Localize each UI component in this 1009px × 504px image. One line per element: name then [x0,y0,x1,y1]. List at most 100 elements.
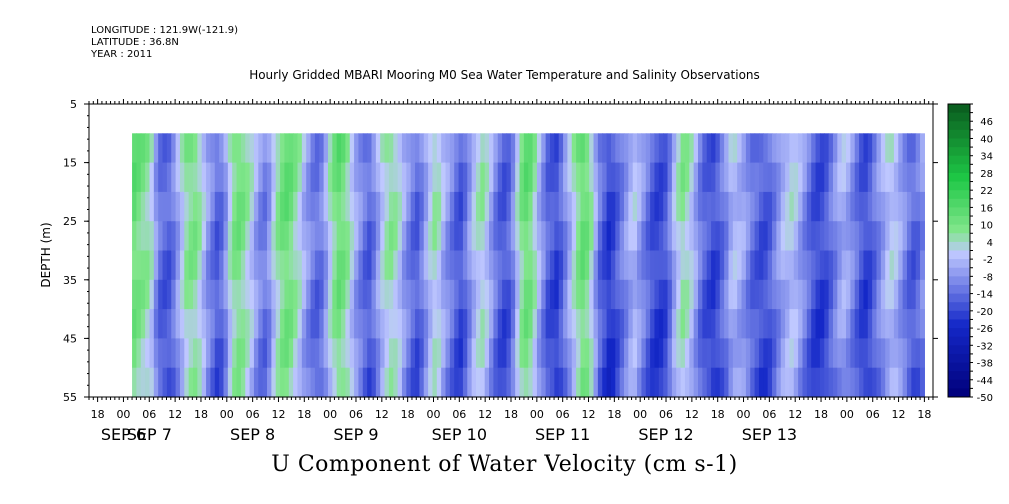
colorbar-swatch [948,224,970,234]
heatmap-cell [880,162,886,193]
heatmap-cell [654,309,660,339]
heatmap-cell [841,250,847,281]
heatmap-cell [628,191,634,222]
x-hour-label: 18 [297,408,311,421]
heatmap-cell [859,191,865,222]
heatmap-cell [576,133,582,164]
heatmap-cell [145,250,151,281]
heatmap-cell [902,221,908,252]
heatmap-cell [863,221,869,252]
heatmap-cell [297,250,303,281]
heatmap-cell [893,367,899,398]
heatmap-cell [754,191,760,222]
heatmap-cell [393,279,399,310]
heatmap-cell [497,133,503,164]
heatmap-cell [920,191,925,222]
heatmap-cell [423,279,429,310]
heatmap-cell [802,367,808,398]
heatmap-cell [206,309,212,339]
heatmap-cell [454,133,460,164]
heatmap-cell [506,250,512,281]
heatmap-cell [750,309,756,339]
heatmap-cell [911,367,917,398]
heatmap-cell [528,162,534,193]
heatmap-cell [380,221,386,252]
heatmap-cell [358,221,364,252]
heatmap-cell [867,338,873,369]
heatmap-cell [166,367,172,398]
heatmap-cell [645,221,651,252]
heatmap-cell [232,338,238,369]
heatmap-cell [667,338,673,369]
heatmap-cell [702,250,708,281]
heatmap-cell [702,162,708,193]
heatmap-cell [811,309,817,339]
heatmap-cell [471,221,477,252]
heatmap-cell [227,250,233,281]
heatmap-cell [506,309,512,339]
heatmap-cell [663,133,669,164]
colorbar-swatch [948,207,970,217]
heatmap-cell [371,191,377,222]
heatmap-cell [854,162,860,193]
heatmap-cell [841,338,847,369]
heatmap-cell [371,309,377,339]
heatmap-cell [872,191,878,222]
heatmap-cell [602,279,608,310]
heatmap-cell [432,221,438,252]
heatmap-cell [615,338,621,369]
heatmap-cell [872,309,878,339]
heatmap-cell [828,162,834,193]
heatmap-cell [332,133,338,164]
heatmap-cell [419,162,425,193]
heatmap-cell [632,221,638,252]
heatmap-cell [349,191,355,222]
heatmap-cell [819,133,825,164]
heatmap-cell [432,191,438,222]
heatmap-cell [837,250,843,281]
heatmap-cell [397,221,403,252]
heatmap-cell [732,367,738,398]
heatmap-cell [140,279,146,310]
heatmap-cell [493,367,499,398]
heatmap-cell [698,162,703,193]
heatmap-cell [380,338,386,369]
heatmap-cell [227,279,233,310]
heatmap-cell [650,279,656,310]
heatmap-cell [597,191,603,222]
heatmap-cell [859,309,865,339]
heatmap-cell [584,162,590,193]
heatmap-cell [867,250,873,281]
colorbar-swatch [948,147,970,157]
x-hour-label: 18 [711,408,725,421]
heatmap-cell [236,309,242,339]
heatmap-cell [702,309,708,339]
heatmap-cell [711,367,717,398]
colorbar-swatch [948,233,970,243]
x-day-label: SEP 12 [638,425,693,444]
heatmap-cell [737,133,743,164]
heatmap-cell [571,279,577,310]
heatmap-cell [780,191,786,222]
heatmap-cell [510,279,516,310]
heatmap-cell [789,221,795,252]
heatmap-cell [362,338,368,369]
heatmap-cell [536,309,542,339]
heatmap-cell [436,191,442,222]
heatmap-cell [850,162,856,193]
heatmap-cell [145,367,151,398]
heatmap-cell [532,250,538,281]
heatmap-cell [132,250,138,281]
heatmap-cell [824,250,830,281]
heatmap-cell [619,191,625,222]
heatmap-cell [462,221,468,252]
heatmap-cell [184,250,190,281]
heatmap-cell [162,367,168,398]
colorbar-label: 46 [980,117,993,128]
heatmap-cell [597,133,603,164]
heatmap-cell [502,221,508,252]
heatmap-cell [515,338,521,369]
heatmap-cell [358,191,364,222]
heatmap-cell [554,162,560,193]
heatmap-cell [354,367,360,398]
